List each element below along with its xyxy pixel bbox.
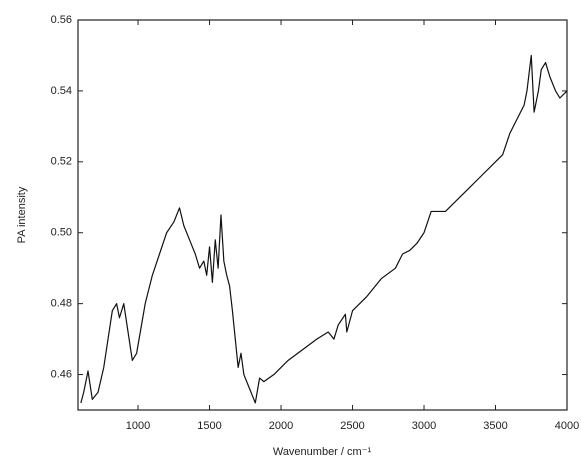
x-axis-label: Wavenumber / cm⁻¹	[273, 446, 372, 458]
x-tick-label: 2500	[340, 420, 364, 432]
y-tick-label: 0.48	[51, 298, 72, 310]
x-tick-label: 3000	[412, 420, 436, 432]
x-tick-label: 4000	[555, 420, 579, 432]
x-tick-label: 3500	[483, 420, 507, 432]
y-tick-label: 0.50	[51, 227, 72, 239]
y-tick-label: 0.46	[51, 368, 72, 380]
y-tick-label: 0.54	[51, 85, 72, 97]
x-tick-label: 1000	[126, 420, 150, 432]
y-tick-label: 0.52	[51, 156, 72, 168]
plot-frame	[77, 19, 568, 411]
y-tick-label: 0.56	[51, 14, 72, 26]
x-tick-label: 1500	[197, 420, 221, 432]
y-axis-label: PA intensity	[16, 186, 28, 243]
x-tick-label: 2000	[269, 420, 293, 432]
spectrum-line	[80, 54, 568, 404]
